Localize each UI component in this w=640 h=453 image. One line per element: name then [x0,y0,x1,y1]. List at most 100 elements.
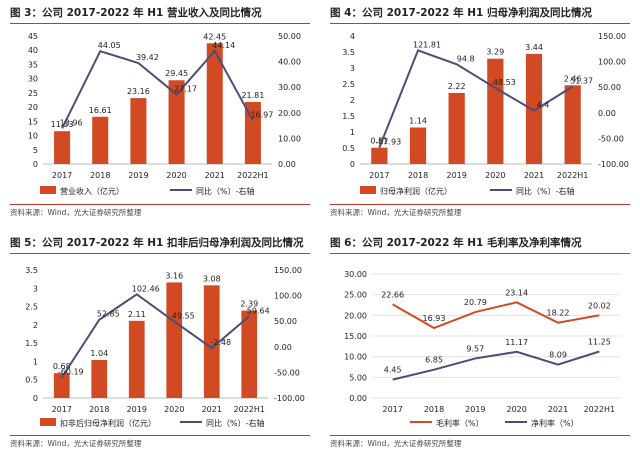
x-tick-label: 2020 [506,405,526,414]
bar-data-label: 1.14 [409,117,427,126]
x-tick-label: 2020 [485,171,505,180]
line-data-label: 23.14 [505,288,528,297]
legend-line-label: 同比（%）-右轴 [196,186,255,196]
legend-bar-label: 归母净利润（亿元） [380,186,452,196]
chart-title: 图 4：公司 2017-2022 年 H1 归母净利润及同比情况 [330,5,630,24]
bar [206,43,223,164]
y-tick-label: 30.00 [344,270,367,279]
y-tick-label: 0.00 [349,394,367,403]
y-tick-label: 0.5 [25,376,38,385]
bar-data-label: 23.16 [127,87,150,96]
y-tick-label: 3.5 [25,266,38,275]
y2-tick-label: 150.00 [598,32,626,41]
deducted-net-profit-chart: 0 0.5 1 1.5 2 2.5 3 3.5 -100.00 -50.00 0.00 50.00 10… [25,266,305,428]
y2-tick-label: 50.00 [278,32,301,41]
line-data-label: 48.53 [493,78,516,87]
y-tick-label: 35 [28,60,38,69]
bar [91,359,108,398]
x-tick-label: 2017 [369,171,389,180]
line-data-label: 16.93 [423,314,446,323]
y2-tick-label: 0.00 [278,160,296,169]
line-data-label: 4.45 [384,366,402,375]
y-tick-label: 10.00 [344,353,367,362]
line-data-label: -2.48 [210,338,231,347]
line-data-label: 59.64 [247,306,270,315]
line-data-label: 27.17 [174,84,197,93]
legend-bar-label: 营业收入（亿元） [60,186,124,196]
y-tick-label: 2 [350,96,355,105]
y-tick-label: 10 [28,132,38,141]
net-margin-line [392,350,600,381]
bar [168,80,185,164]
bar [241,310,258,398]
x-tick-label: 2020 [166,171,186,180]
gross-margin-line [392,301,600,330]
x-tick-label: 2021 [548,405,568,414]
y2-tick-label: -100.00 [598,160,629,169]
yoy-line [378,49,574,148]
x-tick-label: 2018 [90,171,110,180]
bar-data-label: 2.39 [240,300,258,309]
line-data-label: 8.09 [549,351,567,360]
y-tick-label: 20 [28,103,38,112]
y-tick-label: 2.5 [25,303,38,312]
x-tick-label: 2021 [205,171,225,180]
y-tick-label: 15 [28,117,38,126]
y-tick-label: 4 [350,32,355,41]
x-tick-label: 2017 [52,171,72,180]
net-profit-chart-panel: 图 4：公司 2017-2022 年 H1 归母净利润及同比情况 0 0.5 1 1.… [330,0,635,225]
legend-bar-swatch [360,186,376,194]
x-tick-label: 2021 [524,171,544,180]
y-tick-label: 0 [33,160,38,169]
y2-tick-label: -100.00 [274,394,305,403]
line-data-label: 49.55 [172,311,195,320]
y-tick-label: 2.5 [342,80,355,89]
y2-tick-label: 100.00 [598,58,626,67]
y2-tick-label: 150.00 [274,266,302,275]
line-data-label: 4.4 [537,101,550,110]
x-tick-label: 2022H1 [584,405,615,414]
legend-line-label: 同比（%）-右轴 [516,186,575,196]
y2-tick-label: 40.00 [278,58,301,67]
net-profit-chart: 00.511.522.533.54-100.00-50.000.0050.001… [342,32,629,196]
chart-source: 资料来源：Wind，光大证券研究所整理 [10,204,310,218]
x-tick-label: 2022H1 [557,171,588,180]
line-data-label: -60.19 [58,368,84,377]
bar-data-label: 1.04 [90,349,108,358]
bar [244,101,261,164]
y2-tick-label: -50.00 [598,134,624,143]
margin-chart: 0.00 5.00 10.00 15.00 20.00 25.00 30.00 22.66 16… [344,270,620,428]
bar-data-label: 2.11 [128,310,146,319]
chart-source: 资料来源：Wind，光大证券研究所整理 [330,435,630,449]
line-data-label: 20.02 [588,301,611,310]
x-tick-label: 2018 [424,405,444,414]
line-data-label: 9.57 [466,344,484,353]
y-tick-label: 0 [350,160,355,169]
y-tick-label: 20.00 [344,311,367,320]
x-tick-label: 2019 [128,171,148,180]
line-data-label: 102.46 [132,284,160,293]
chart-source: 资料来源：Wind，光大证券研究所整理 [10,435,310,449]
bar-data-label: 0.51 [370,137,388,146]
y2-tick-label: 0.00 [274,343,292,352]
y-tick-label: 1.5 [342,112,355,121]
bar-data-label: 16.61 [89,106,112,115]
y-tick-label: 2 [33,321,38,330]
legend-bar-swatch [40,186,56,194]
line-data-label: 11.17 [505,338,528,347]
bar [448,92,465,164]
y2-tick-label: 0.00 [598,109,616,118]
bar [166,282,183,398]
bar-data-label: 0.68 [53,362,71,371]
line-data-label: 39.42 [136,53,159,62]
x-tick-label: 2020 [164,405,184,414]
y-tick-label: 1.5 [25,339,38,348]
line-data-label: 11.25 [588,338,611,347]
y-tick-label: 3 [33,284,38,293]
bar-data-label: 3.16 [165,271,183,280]
x-tick-label: 2017 [382,405,402,414]
y-tick-label: 1 [33,357,38,366]
bar [53,373,70,398]
line-data-label: 52.85 [97,310,120,319]
revenue-chart: 0 5 10 15 20 25 30 35 40 45 0.00 10.00 20.00 30.00 40.… [28,32,301,196]
